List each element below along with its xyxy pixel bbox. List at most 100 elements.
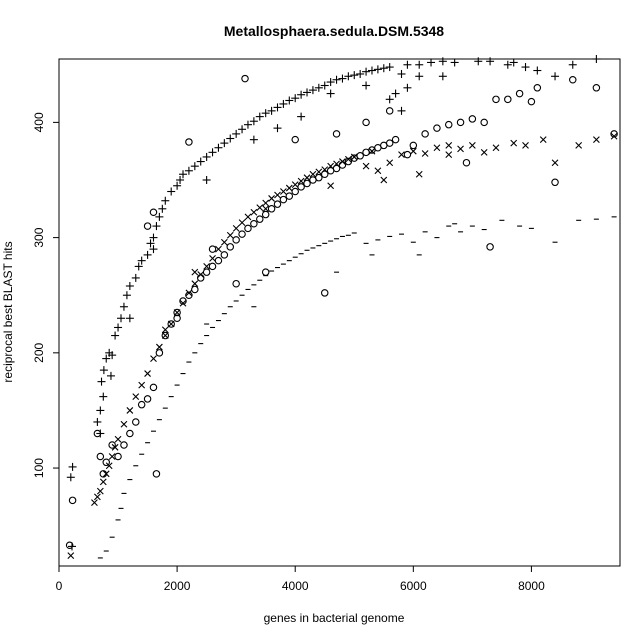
- data-point: [232, 224, 240, 232]
- data-point: [385, 139, 394, 147]
- data-point: [122, 291, 131, 300]
- data-point: [120, 420, 128, 428]
- x-tick-label: 4000: [282, 579, 309, 593]
- data-point: [149, 233, 158, 242]
- data-point: [232, 279, 240, 288]
- data-point: [226, 243, 235, 251]
- data-point: [261, 109, 270, 118]
- y-tick-label: 400: [32, 112, 46, 132]
- data-point: [149, 208, 158, 217]
- data-point: [362, 162, 370, 170]
- data-point: [486, 57, 495, 66]
- data-point: [249, 117, 258, 126]
- data-point: [196, 157, 205, 166]
- data-point: [320, 81, 329, 90]
- data-point: [105, 462, 113, 470]
- data-point: [97, 377, 106, 386]
- data-point: [344, 72, 353, 81]
- data-point: [314, 83, 323, 92]
- data-point: [486, 243, 494, 251]
- data-point: [492, 144, 500, 152]
- data-point: [143, 222, 152, 230]
- data-point: [480, 118, 488, 127]
- data-point: [421, 150, 429, 157]
- x-axis-label: genes in bacterial genome: [264, 611, 405, 625]
- data-point: [403, 150, 412, 159]
- data-point: [274, 191, 281, 199]
- data-point: [232, 129, 241, 138]
- data-point: [456, 118, 465, 127]
- data-point: [256, 204, 264, 212]
- data-point: [569, 75, 577, 84]
- data-point: [409, 147, 417, 155]
- data-point: [291, 187, 299, 196]
- data-point: [202, 175, 211, 184]
- data-point: [533, 84, 542, 92]
- data-point: [433, 144, 441, 152]
- data-point: [102, 470, 110, 478]
- data-point: [111, 443, 119, 451]
- y-axis-label: reciprocal best BLAST hits: [1, 241, 15, 382]
- data-point: [184, 166, 193, 175]
- data-point: [114, 323, 123, 332]
- data-point: [551, 178, 559, 187]
- x-tick-label: 6000: [400, 579, 427, 593]
- data-point: [68, 496, 77, 505]
- data-point: [326, 89, 335, 98]
- data-point: [309, 170, 317, 178]
- data-point: [427, 58, 436, 67]
- data-point: [161, 332, 169, 339]
- data-point: [297, 177, 305, 185]
- data-point: [131, 273, 140, 282]
- data-point: [415, 60, 424, 69]
- data-point: [244, 213, 252, 221]
- data-point: [102, 354, 111, 363]
- data-point: [114, 452, 122, 461]
- data-point: [273, 124, 282, 133]
- plot-frame: [58, 58, 621, 567]
- data-point: [155, 349, 164, 357]
- data-point: [243, 120, 252, 129]
- data-point: [444, 120, 453, 129]
- data-point: [108, 453, 116, 460]
- data-point: [117, 314, 126, 323]
- data-point: [99, 366, 108, 375]
- data-point: [102, 458, 110, 467]
- data-point: [279, 195, 288, 204]
- data-point: [610, 132, 618, 140]
- data-point: [539, 136, 547, 144]
- data-point: [214, 143, 223, 152]
- data-point: [190, 162, 199, 171]
- data-point: [374, 167, 382, 175]
- data-point: [232, 236, 240, 244]
- data-point: [385, 95, 394, 104]
- data-point: [208, 148, 217, 157]
- data-point: [568, 60, 577, 69]
- data-point: [96, 406, 105, 415]
- data-point: [191, 280, 199, 288]
- data-point: [273, 200, 282, 208]
- y-axis: 100 200 300 400: [32, 112, 59, 478]
- x-axis: 0 2000 4000 6000 8000: [56, 566, 545, 593]
- data-point: [415, 72, 424, 81]
- data-point: [179, 299, 187, 307]
- data-point: [96, 452, 105, 461]
- data-point: [137, 400, 146, 409]
- data-point: [450, 58, 459, 67]
- data-point: [339, 158, 346, 165]
- data-point: [250, 208, 258, 216]
- data-point: [291, 94, 300, 103]
- data-point: [144, 370, 151, 377]
- data-point: [610, 130, 618, 138]
- chart-title: Metallosphaera.sedula.DSM.5348: [224, 23, 444, 39]
- data-point: [386, 159, 394, 167]
- data-point: [350, 71, 359, 80]
- data-point: [208, 262, 217, 271]
- data-point: [268, 195, 275, 202]
- data-point: [280, 188, 287, 195]
- data-point: [415, 170, 423, 178]
- data-point: [492, 95, 500, 104]
- data-point: [132, 418, 140, 426]
- data-point: [327, 162, 335, 170]
